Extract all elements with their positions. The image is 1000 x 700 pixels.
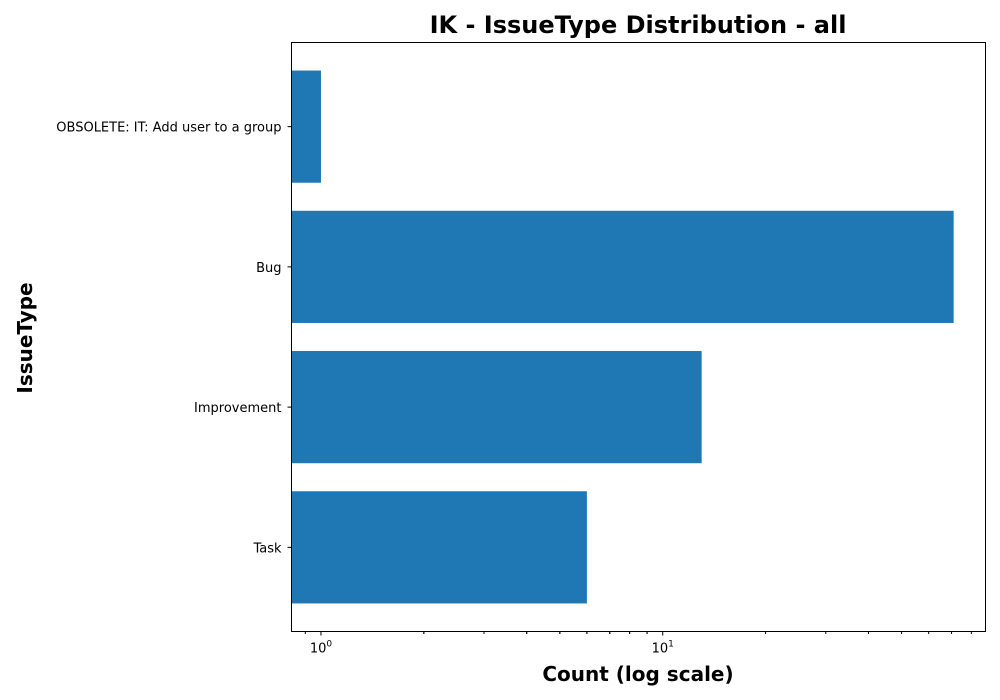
bars-layer <box>291 70 954 604</box>
y-axis-ticks: OBSOLETE: IT: Add user to a group Bug Impr… <box>56 121 292 556</box>
x-axis-label: Count (log scale) <box>542 662 733 686</box>
bar-1 <box>291 210 954 323</box>
y-tick-label-3: Task <box>252 541 282 556</box>
x-tick-label-1: 101 <box>652 640 674 657</box>
bar-2 <box>291 351 702 464</box>
plot-frame <box>291 42 986 632</box>
chart-title: IK - IssueType Distribution - all <box>430 11 847 39</box>
y-tick-label-0: OBSOLETE: IT: Add user to a group <box>56 121 281 136</box>
bar-0 <box>291 70 321 183</box>
x-tick-label-0: 100 <box>310 640 333 657</box>
y-axis-label: IssueType <box>13 282 37 393</box>
x-axis-ticks: 100 101 <box>304 631 972 657</box>
bar-3 <box>291 491 587 604</box>
y-tick-label-2: Improvement <box>194 401 281 416</box>
y-tick-label-1: Bug <box>256 261 281 276</box>
